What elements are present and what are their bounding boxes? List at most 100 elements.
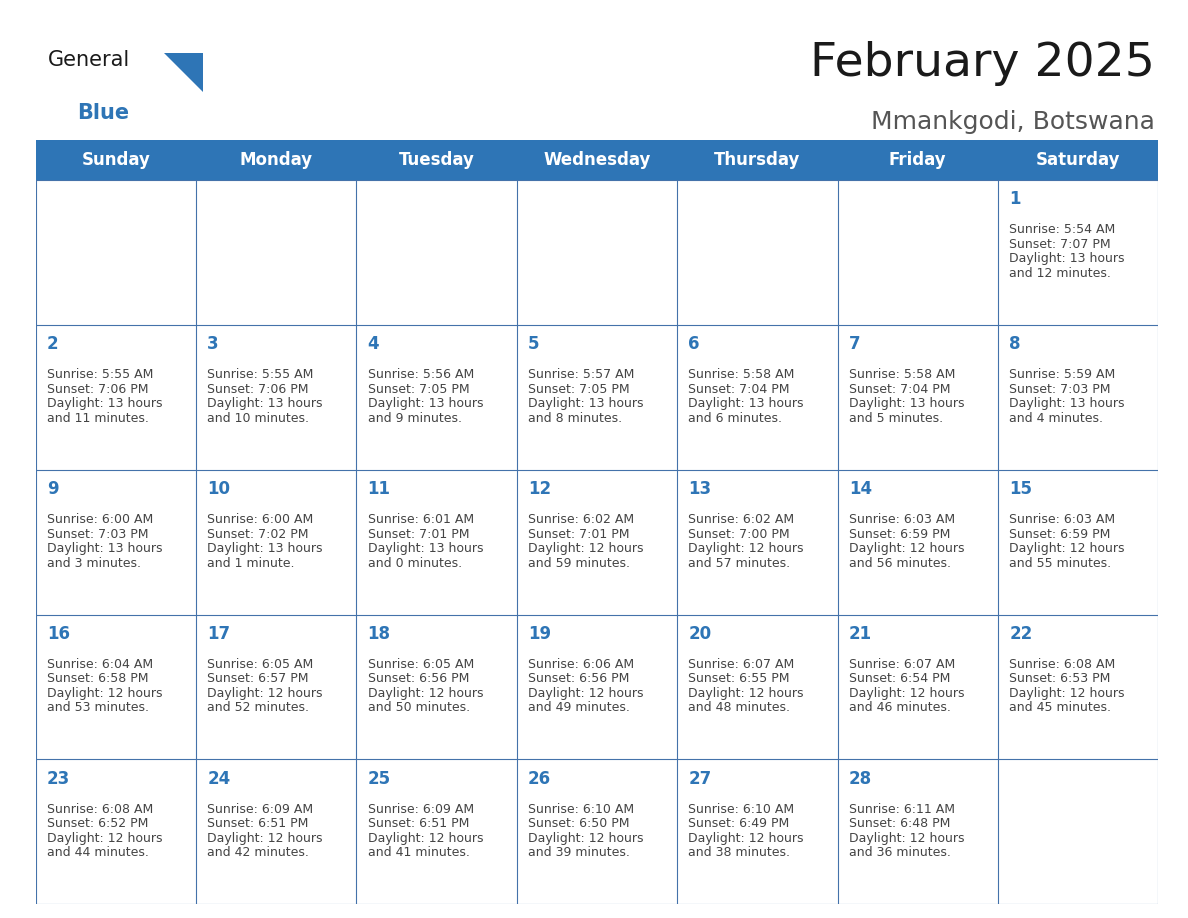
Text: Sunset: 6:59 PM: Sunset: 6:59 PM xyxy=(1009,528,1111,541)
Text: Daylight: 12 hours: Daylight: 12 hours xyxy=(527,687,644,700)
Text: Daylight: 12 hours: Daylight: 12 hours xyxy=(688,832,804,845)
Text: Daylight: 12 hours: Daylight: 12 hours xyxy=(848,543,965,555)
Text: and 38 minutes.: and 38 minutes. xyxy=(688,846,790,859)
Text: 26: 26 xyxy=(527,769,551,788)
Text: Daylight: 13 hours: Daylight: 13 hours xyxy=(1009,397,1125,410)
Text: 19: 19 xyxy=(527,624,551,643)
Text: Sunrise: 5:55 AM: Sunrise: 5:55 AM xyxy=(46,368,153,381)
Text: Daylight: 12 hours: Daylight: 12 hours xyxy=(367,687,484,700)
Text: Sunset: 6:52 PM: Sunset: 6:52 PM xyxy=(46,817,148,830)
Text: Sunset: 6:53 PM: Sunset: 6:53 PM xyxy=(1009,673,1111,686)
Text: 28: 28 xyxy=(848,769,872,788)
Text: Daylight: 12 hours: Daylight: 12 hours xyxy=(207,832,323,845)
Text: Sunrise: 6:02 AM: Sunrise: 6:02 AM xyxy=(527,513,634,526)
Text: and 57 minutes.: and 57 minutes. xyxy=(688,556,790,569)
Text: and 59 minutes.: and 59 minutes. xyxy=(527,556,630,569)
Text: Sunrise: 6:01 AM: Sunrise: 6:01 AM xyxy=(367,513,474,526)
Text: Daylight: 12 hours: Daylight: 12 hours xyxy=(848,832,965,845)
Text: 22: 22 xyxy=(1009,624,1032,643)
Text: Sunrise: 6:06 AM: Sunrise: 6:06 AM xyxy=(527,658,634,671)
Text: Thursday: Thursday xyxy=(714,151,801,169)
Text: and 1 minute.: and 1 minute. xyxy=(207,556,295,569)
Text: Daylight: 12 hours: Daylight: 12 hours xyxy=(527,832,644,845)
Text: Daylight: 13 hours: Daylight: 13 hours xyxy=(367,397,484,410)
Text: Sunset: 6:50 PM: Sunset: 6:50 PM xyxy=(527,817,630,830)
Text: and 6 minutes.: and 6 minutes. xyxy=(688,412,783,425)
Text: and 42 minutes.: and 42 minutes. xyxy=(207,846,309,859)
Text: Sunset: 6:57 PM: Sunset: 6:57 PM xyxy=(207,673,309,686)
Text: Daylight: 13 hours: Daylight: 13 hours xyxy=(688,397,804,410)
Text: Monday: Monday xyxy=(240,151,312,169)
Text: Sunset: 6:55 PM: Sunset: 6:55 PM xyxy=(688,673,790,686)
Text: Wednesday: Wednesday xyxy=(543,151,651,169)
Text: Sunrise: 6:02 AM: Sunrise: 6:02 AM xyxy=(688,513,795,526)
Text: Daylight: 13 hours: Daylight: 13 hours xyxy=(848,397,965,410)
Text: and 8 minutes.: and 8 minutes. xyxy=(527,412,623,425)
Text: and 36 minutes.: and 36 minutes. xyxy=(848,846,950,859)
Text: Sunrise: 6:10 AM: Sunrise: 6:10 AM xyxy=(688,803,795,816)
Text: Sunrise: 6:05 AM: Sunrise: 6:05 AM xyxy=(207,658,314,671)
Text: 16: 16 xyxy=(46,624,70,643)
Text: 12: 12 xyxy=(527,480,551,498)
Text: Daylight: 12 hours: Daylight: 12 hours xyxy=(688,543,804,555)
Text: Sunset: 7:01 PM: Sunset: 7:01 PM xyxy=(367,528,469,541)
Text: Sunset: 7:03 PM: Sunset: 7:03 PM xyxy=(46,528,148,541)
Text: Sunset: 6:49 PM: Sunset: 6:49 PM xyxy=(688,817,790,830)
Text: and 52 minutes.: and 52 minutes. xyxy=(207,701,309,714)
Text: 11: 11 xyxy=(367,480,391,498)
Text: and 41 minutes.: and 41 minutes. xyxy=(367,846,469,859)
Text: Sunset: 6:48 PM: Sunset: 6:48 PM xyxy=(848,817,950,830)
Text: General: General xyxy=(48,50,129,71)
Text: Sunset: 6:59 PM: Sunset: 6:59 PM xyxy=(848,528,950,541)
Text: Sunrise: 5:56 AM: Sunrise: 5:56 AM xyxy=(367,368,474,381)
Text: and 48 minutes.: and 48 minutes. xyxy=(688,701,790,714)
Text: Daylight: 13 hours: Daylight: 13 hours xyxy=(527,397,644,410)
Text: Sunset: 7:04 PM: Sunset: 7:04 PM xyxy=(848,383,950,396)
Text: and 39 minutes.: and 39 minutes. xyxy=(527,846,630,859)
Text: and 46 minutes.: and 46 minutes. xyxy=(848,701,950,714)
Text: Sunset: 7:02 PM: Sunset: 7:02 PM xyxy=(207,528,309,541)
Text: 6: 6 xyxy=(688,335,700,353)
Text: Daylight: 12 hours: Daylight: 12 hours xyxy=(46,687,163,700)
Text: Daylight: 12 hours: Daylight: 12 hours xyxy=(1009,687,1125,700)
Text: Sunrise: 6:04 AM: Sunrise: 6:04 AM xyxy=(46,658,153,671)
Text: 15: 15 xyxy=(1009,480,1032,498)
Text: Sunrise: 5:54 AM: Sunrise: 5:54 AM xyxy=(1009,223,1116,237)
Text: Sunrise: 5:58 AM: Sunrise: 5:58 AM xyxy=(848,368,955,381)
Text: and 11 minutes.: and 11 minutes. xyxy=(46,412,148,425)
Text: Sunrise: 6:09 AM: Sunrise: 6:09 AM xyxy=(207,803,314,816)
Text: Sunset: 7:05 PM: Sunset: 7:05 PM xyxy=(367,383,469,396)
Text: Sunset: 7:06 PM: Sunset: 7:06 PM xyxy=(207,383,309,396)
Text: Sunset: 7:07 PM: Sunset: 7:07 PM xyxy=(1009,238,1111,251)
Text: Sunset: 6:54 PM: Sunset: 6:54 PM xyxy=(848,673,950,686)
Text: and 3 minutes.: and 3 minutes. xyxy=(46,556,141,569)
Text: Sunrise: 6:11 AM: Sunrise: 6:11 AM xyxy=(848,803,955,816)
Text: Sunrise: 6:00 AM: Sunrise: 6:00 AM xyxy=(207,513,314,526)
Text: 25: 25 xyxy=(367,769,391,788)
Text: and 44 minutes.: and 44 minutes. xyxy=(46,846,148,859)
Text: Sunrise: 6:07 AM: Sunrise: 6:07 AM xyxy=(688,658,795,671)
Text: 27: 27 xyxy=(688,769,712,788)
Text: Daylight: 12 hours: Daylight: 12 hours xyxy=(46,832,163,845)
Text: Blue: Blue xyxy=(77,103,129,123)
Text: 10: 10 xyxy=(207,480,230,498)
Text: and 45 minutes.: and 45 minutes. xyxy=(1009,701,1111,714)
Text: Sunrise: 6:03 AM: Sunrise: 6:03 AM xyxy=(848,513,955,526)
Text: Daylight: 12 hours: Daylight: 12 hours xyxy=(848,687,965,700)
Text: Sunrise: 6:09 AM: Sunrise: 6:09 AM xyxy=(367,803,474,816)
Text: and 12 minutes.: and 12 minutes. xyxy=(1009,267,1111,280)
Text: Mmankgodi, Botswana: Mmankgodi, Botswana xyxy=(871,110,1155,134)
Text: 23: 23 xyxy=(46,769,70,788)
Text: Daylight: 13 hours: Daylight: 13 hours xyxy=(207,543,323,555)
Text: Sunset: 7:04 PM: Sunset: 7:04 PM xyxy=(688,383,790,396)
Text: Daylight: 13 hours: Daylight: 13 hours xyxy=(1009,252,1125,265)
Polygon shape xyxy=(164,53,203,92)
Text: and 49 minutes.: and 49 minutes. xyxy=(527,701,630,714)
Text: and 0 minutes.: and 0 minutes. xyxy=(367,556,462,569)
Text: Sunrise: 6:07 AM: Sunrise: 6:07 AM xyxy=(848,658,955,671)
Text: Sunday: Sunday xyxy=(82,151,150,169)
Text: Daylight: 13 hours: Daylight: 13 hours xyxy=(207,397,323,410)
Text: Daylight: 12 hours: Daylight: 12 hours xyxy=(527,543,644,555)
Text: and 5 minutes.: and 5 minutes. xyxy=(848,412,943,425)
Text: Daylight: 12 hours: Daylight: 12 hours xyxy=(367,832,484,845)
